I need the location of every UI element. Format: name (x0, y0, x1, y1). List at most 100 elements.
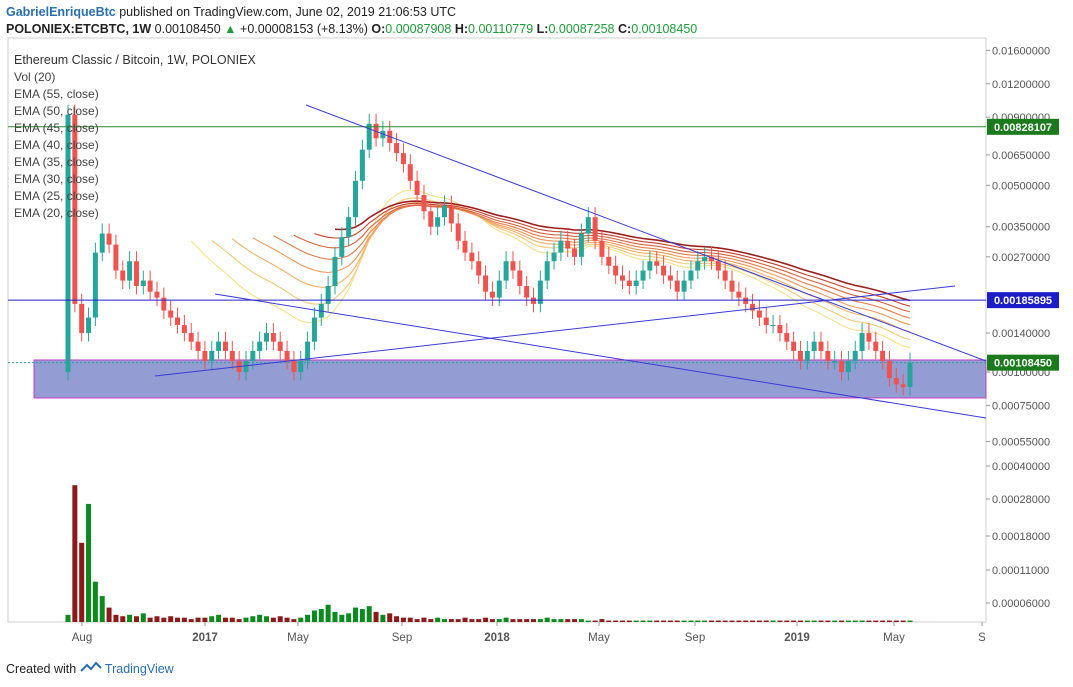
volume-bar (339, 614, 345, 622)
candle (305, 331, 311, 370)
candle (140, 270, 146, 295)
volume-bar (619, 620, 625, 622)
candle-body (626, 280, 632, 286)
candle (421, 185, 427, 220)
candle-body (264, 333, 270, 342)
legend-item: EMA (55, close) (14, 87, 99, 101)
volume-bar (284, 617, 290, 622)
candle (510, 251, 516, 279)
author-name[interactable]: GabrielEnriqueBtc (6, 5, 116, 19)
time-tick-label: May (883, 632, 905, 644)
volume-bar (291, 619, 297, 622)
candle (572, 238, 578, 266)
volume-bar (750, 620, 756, 622)
candle-body (845, 361, 851, 373)
high-value: 0.00110779 (468, 22, 534, 36)
candle-body (181, 325, 187, 334)
candle-body (517, 270, 523, 286)
candle-body (880, 350, 886, 362)
candle-body (476, 261, 482, 276)
time-tick-label: S (978, 632, 986, 644)
volume-bar (832, 620, 838, 622)
candle (893, 368, 899, 393)
volume-bar (866, 620, 872, 622)
volume-bar (428, 619, 434, 622)
volume-bar (770, 620, 776, 622)
volume-bar (154, 616, 160, 622)
candle-body (619, 275, 625, 281)
candle-body (325, 285, 331, 304)
volume-bar (729, 620, 735, 622)
candle (120, 260, 126, 290)
candle (866, 323, 872, 351)
candle-body (756, 310, 762, 318)
candle-body (250, 350, 256, 362)
candle-body (175, 317, 181, 326)
candle-body (544, 261, 550, 281)
candle (414, 170, 420, 204)
volume-bar (907, 620, 913, 622)
candle-body (154, 291, 160, 298)
volume-bar (394, 616, 400, 622)
candle-body (106, 233, 112, 245)
volume-bar (845, 620, 851, 622)
volume-bar (551, 619, 557, 622)
candle (489, 281, 495, 307)
tradingview-link[interactable]: TradingView (104, 662, 174, 676)
low-label: L: (536, 22, 549, 36)
candle (503, 251, 509, 290)
change-arrow-icon: ▲ (224, 22, 237, 36)
candle-body (866, 333, 872, 342)
price-tick-label: 0.00270000 (992, 252, 1050, 264)
candle-body (503, 261, 509, 281)
legend-item: EMA (25, close) (14, 189, 99, 203)
volume-bar (359, 609, 365, 622)
volume-bar (346, 613, 352, 622)
volume-bar (380, 614, 386, 622)
candle-body (907, 362, 913, 388)
candle (756, 300, 762, 326)
volume-bar (633, 620, 639, 622)
candle (811, 331, 817, 360)
volume-bar (216, 614, 222, 622)
volume-bar (476, 619, 482, 622)
candle-body (661, 265, 667, 276)
candle-body (277, 341, 283, 351)
candle-body (763, 317, 769, 326)
volume-bar (442, 619, 448, 622)
price-tick-label: 0.00500000 (992, 180, 1050, 192)
candle (900, 374, 906, 396)
candle-body (428, 211, 434, 227)
candle-body (209, 350, 215, 362)
price-badge-label: 0.00185895 (994, 295, 1052, 307)
candle (818, 331, 824, 360)
candle-body (688, 270, 694, 281)
candle-body (811, 341, 817, 351)
candle (674, 270, 680, 301)
volume-bar (654, 620, 660, 622)
demand-zone[interactable] (8, 359, 987, 399)
candle (578, 223, 584, 266)
price-tick-label: 0.00006000 (992, 598, 1050, 610)
candle-body (99, 233, 105, 253)
trendlines[interactable] (8, 104, 987, 419)
candle (544, 251, 550, 290)
legend-item: EMA (20, close) (14, 206, 99, 220)
candle-body (859, 333, 865, 351)
candle (619, 265, 625, 290)
candle-body (168, 310, 174, 318)
candle (175, 307, 181, 334)
candle-body (524, 285, 530, 298)
candle (859, 323, 865, 360)
candle (311, 307, 317, 351)
volume-bar (414, 619, 420, 622)
candle-body (127, 261, 133, 281)
volume-bar (400, 617, 406, 622)
trendline (154, 285, 956, 377)
volume-bar (366, 606, 372, 622)
candle (79, 293, 85, 342)
candle (366, 113, 372, 159)
volume-bar (455, 619, 461, 622)
volume-bar (558, 619, 564, 622)
